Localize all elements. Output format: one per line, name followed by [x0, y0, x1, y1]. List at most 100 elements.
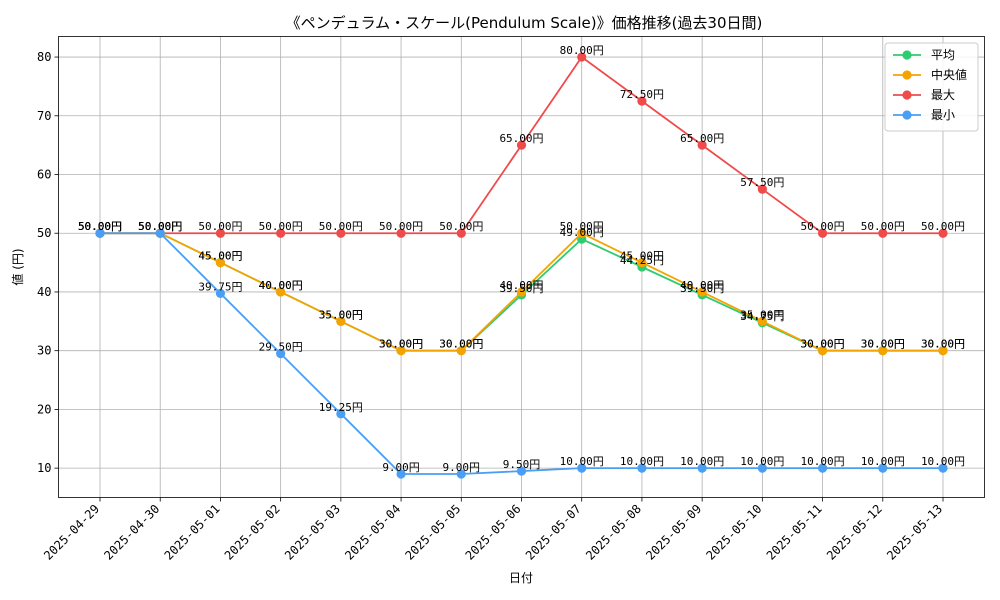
data-label: 10.00円: [620, 455, 664, 468]
data-label: 10.00円: [740, 455, 784, 468]
data-label: 35.00円: [740, 308, 784, 321]
data-point: [697, 463, 707, 473]
data-label: 50.00円: [78, 220, 122, 233]
data-point: [577, 228, 587, 238]
data-label: 50.00円: [198, 220, 242, 233]
data-label: 72.50円: [620, 88, 664, 101]
data-label: 10.00円: [921, 455, 965, 468]
data-point: [637, 257, 647, 268]
data-point: [817, 228, 828, 238]
data-label: 40.00円: [680, 279, 724, 292]
x-tick-label: 2025-05-08: [583, 502, 644, 563]
x-axis-label: 日付: [509, 571, 533, 585]
data-label: 49.00円: [560, 226, 604, 239]
data-point: [456, 228, 466, 238]
data-label: 50.00円: [138, 220, 182, 233]
data-point: [878, 228, 888, 238]
data-label: 30.00円: [861, 338, 905, 351]
y-tick-label: 30: [37, 344, 51, 358]
data-label: 9.00円: [443, 461, 481, 474]
data-label: 44.25円: [620, 254, 664, 267]
x-tick-label: 2025-04-30: [101, 502, 162, 563]
data-label: 30.00円: [861, 338, 905, 351]
data-point: [215, 228, 226, 238]
data-point: [456, 469, 466, 479]
series-lines: [95, 52, 948, 479]
data-point: [637, 96, 647, 106]
grid: [58, 36, 985, 498]
data-label: 45.00円: [198, 250, 242, 263]
data-point: [215, 288, 226, 299]
y-tick-label: 80: [37, 50, 51, 64]
data-label: 50.00円: [319, 220, 363, 233]
y-tick-label: 10: [37, 461, 51, 475]
data-label: 30.00円: [439, 338, 483, 351]
data-point: [878, 463, 888, 473]
data-point: [396, 346, 406, 356]
data-label: 50.00円: [560, 220, 604, 233]
data-point: [456, 346, 466, 356]
legend-entry: 最大: [931, 88, 955, 102]
legend-entry: 最小: [931, 108, 955, 122]
data-label: 65.00円: [680, 132, 724, 145]
data-label: 35.00円: [319, 308, 363, 321]
data-point: [215, 257, 226, 268]
data-label: 39.50円: [680, 282, 724, 295]
data-point: [697, 287, 707, 297]
data-labels: 50.00円 50.00円 45.00円 40.00円 35.00円 30.00円 30.0…: [78, 44, 965, 474]
data-label: 50.00円: [861, 220, 905, 233]
x-tick-label: 2025-05-09: [643, 502, 704, 563]
data-point: [697, 140, 707, 150]
data-point: [938, 228, 948, 238]
data-point: [336, 316, 346, 326]
data-label: 40.00円: [259, 279, 303, 292]
y-axis-label: 値 (円): [10, 248, 25, 285]
data-label: 9.50円: [503, 458, 541, 471]
data-label: 50.00円: [439, 220, 483, 233]
data-point: [155, 228, 165, 238]
data-point: [516, 287, 527, 297]
x-tick-label: 2025-04-29: [41, 502, 102, 563]
data-point: [516, 466, 527, 476]
y-tick-label: 20: [37, 402, 51, 416]
legend-marker: [902, 50, 912, 60]
data-point: [637, 463, 647, 473]
data-label: 9.00円: [382, 461, 420, 474]
data-point: [276, 287, 286, 297]
legend-marker: [902, 90, 912, 100]
data-label: 50.00円: [78, 220, 122, 233]
data-label: 10.00円: [560, 455, 604, 468]
data-point: [95, 228, 105, 238]
data-label: 50.00円: [801, 220, 845, 233]
data-label: 65.00円: [499, 132, 543, 145]
legend-marker: [902, 110, 912, 120]
data-label: 30.00円: [801, 338, 845, 351]
data-point: [878, 346, 888, 356]
legend-entry: 平均: [931, 48, 955, 62]
data-label: 19.25円: [319, 401, 363, 414]
x-tick-label: 2025-05-06: [463, 502, 524, 563]
data-label: 80.00円: [560, 44, 604, 57]
data-label: 10.00円: [680, 455, 724, 468]
x-tick-label: 2025-05-13: [884, 502, 945, 563]
data-label: 50.00円: [138, 220, 182, 233]
x-tick-label: 2025-05-07: [523, 502, 584, 563]
data-point: [938, 346, 948, 356]
data-point: [336, 409, 346, 419]
data-label: 29.50円: [259, 341, 303, 354]
data-point: [938, 463, 948, 473]
data-point: [757, 184, 767, 194]
data-label: 50.00円: [138, 220, 182, 233]
y-tick-label: 70: [37, 109, 51, 123]
data-label: 50.00円: [138, 220, 182, 233]
data-label: 40.00円: [259, 279, 303, 292]
data-point: [817, 463, 828, 473]
legend-entry: 中央値: [931, 67, 967, 82]
y-tick-label: 60: [37, 168, 51, 182]
data-label: 39.50円: [499, 282, 543, 295]
x-tick-label: 2025-05-12: [824, 502, 885, 563]
y-tick-label: 50: [37, 226, 51, 240]
x-tick-label: 2025-05-01: [162, 502, 223, 563]
data-label: 45.00円: [620, 250, 664, 263]
